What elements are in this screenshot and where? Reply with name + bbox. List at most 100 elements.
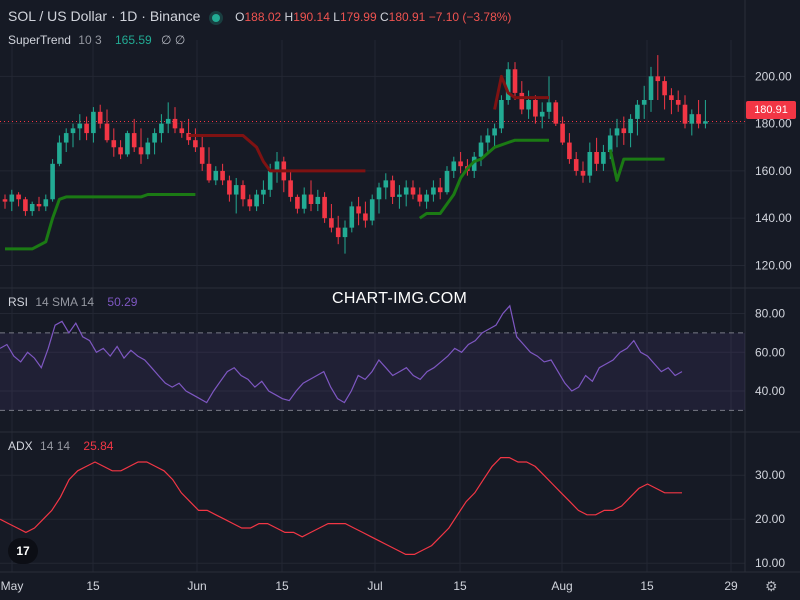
adx-tick-label: 30.00 [755,468,785,482]
candle-down [199,147,205,164]
candle-up [485,135,491,143]
tradingview-logo[interactable]: 17 [8,538,38,564]
candle-down [227,180,232,195]
time-axis[interactable]: May 15 Jun 15 Jul 15 Aug 15 29 [1,579,738,593]
supertrend-series [5,74,665,251]
close-value: 180.91 [388,10,426,24]
candle-up [301,194,307,209]
price-axis[interactable]: 200.00 180.00 160.00 140.00 120.00 [755,69,792,272]
candle-down [2,199,8,202]
candle-up [261,189,266,195]
open-value: 188.02 [244,10,282,24]
adx-series [0,457,682,555]
candle-down [193,140,198,148]
adx-tick-label: 10.00 [755,556,785,570]
candle-up [50,163,55,200]
candle-down [172,118,178,129]
candle-up [233,185,239,195]
candle-down [655,76,661,82]
candle-down [437,187,443,193]
candle-up [77,123,83,129]
candle-up [648,76,654,100]
candle-down [322,196,327,219]
rsi-line [0,304,683,404]
candle-up [587,152,593,176]
supertrend-down-segment [188,134,366,173]
candle-up [349,206,355,228]
candle-down [553,102,559,124]
candle-up [43,199,49,207]
candle-down [390,180,395,197]
candle-up [159,123,164,134]
low-value: 179.99 [339,10,377,24]
candle-up [641,100,647,105]
price-tick-label: 180.00 [755,117,792,131]
candle-down [594,152,599,164]
candle-down [560,123,565,143]
time-tick-label: May [1,579,24,593]
time-tick-label: 15 [453,579,467,593]
candle-down [23,199,28,212]
candle-up [478,142,484,157]
candle-up [29,204,35,212]
candle-up [444,170,450,193]
rsi-legend[interactable]: RSI 14 SMA 14 50.29 [8,295,138,309]
price-tick-label: 160.00 [755,164,792,178]
candle-up [505,69,511,100]
time-tick-label: 29 [724,579,738,593]
supertrend-legend[interactable]: SuperTrend 10 3 165.59 ∅ ∅ [8,33,186,47]
candle-down [206,163,212,181]
candle-up [431,187,436,195]
supertrend-down-segment [493,74,549,110]
rsi-axis: 80.00 60.00 40.00 [755,307,785,398]
candle-down [329,218,334,228]
adx-legend[interactable]: ADX 14 14 25.84 [8,439,114,453]
supertrend-up-segment [418,138,549,220]
candle-up [397,194,402,197]
candle-down [111,140,117,148]
candle-down [220,170,225,181]
candle-up [546,102,552,112]
time-tick-label: 15 [86,579,100,593]
price-tick-label: 140.00 [755,211,792,225]
high-value: 190.14 [293,10,330,24]
symbol-title[interactable]: SOL / US Dollar · 1D · Binance [8,8,201,24]
candle-up [165,118,171,124]
candle-down [247,199,253,207]
candle-down [138,147,144,155]
candlestick-series [2,55,708,254]
settings-icon[interactable]: ⚙ [765,578,778,594]
candle-up [424,194,429,202]
candle-up [539,111,545,117]
candle-up [57,142,62,164]
candle-up [125,133,130,155]
candle-up [471,156,477,171]
candle-up [383,180,389,188]
time-tick-label: Aug [551,579,572,593]
last-price-label: 180.91 [746,101,796,119]
adx-line [0,457,682,555]
candle-up [403,187,409,195]
candle-up [213,170,219,181]
candle-down [295,196,300,209]
candle-down [118,147,123,155]
candle-up [628,118,633,134]
candle-up [376,187,382,200]
candle-up [63,133,69,143]
candle-down [84,123,89,134]
symbol-header: SOL / US Dollar · 1D · Binance O188.02 H… [8,8,511,24]
candle-down [410,187,416,195]
visibility-icons[interactable]: ∅ ∅ [161,33,186,47]
candle-down [131,133,137,148]
candle-up [342,227,348,238]
candle-down [533,100,538,117]
candle-up [267,170,273,190]
candle-down [662,81,667,96]
adx-tick-label: 20.00 [755,512,785,526]
candle-down [519,92,525,110]
candle-down [417,194,423,202]
candle-up [9,194,15,202]
candle-up [607,135,613,152]
time-tick-label: 15 [640,579,654,593]
candle-down [179,128,185,134]
